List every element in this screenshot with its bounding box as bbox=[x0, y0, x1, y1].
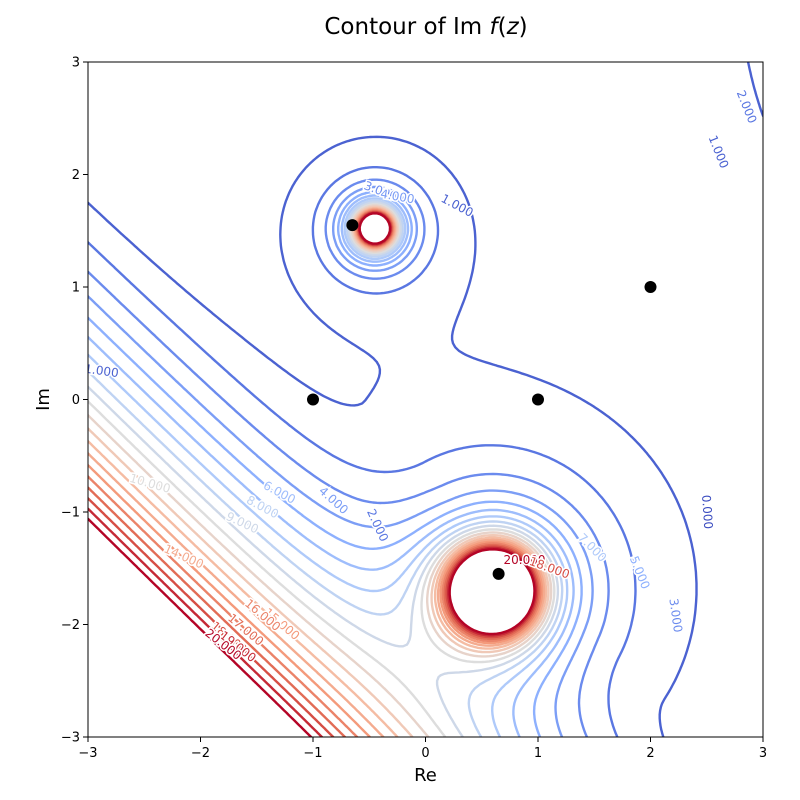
contour-level-7 bbox=[88, 197, 569, 737]
contour-level-4 bbox=[88, 185, 594, 737]
contour-level-3 bbox=[88, 178, 610, 737]
contour-level-20 bbox=[88, 212, 536, 737]
critical-points bbox=[307, 219, 657, 580]
contour-label: 0.000 bbox=[699, 494, 715, 529]
contour-label: 3.000 bbox=[666, 597, 685, 633]
contour-label: 1.000 bbox=[439, 191, 476, 219]
y-tick-label: 2 bbox=[72, 168, 80, 183]
y-axis-label: Im bbox=[33, 388, 54, 411]
x-tick-label: 1 bbox=[534, 746, 542, 761]
contour-label: 1.000 bbox=[84, 362, 120, 381]
y-tick-label: 3 bbox=[72, 56, 80, 71]
chart-title: Contour of Im f(z) bbox=[324, 14, 527, 40]
contour-level-8 bbox=[88, 199, 564, 737]
contour-level-13 bbox=[88, 206, 548, 737]
critical-point bbox=[492, 567, 505, 580]
contour-label: 1.000 bbox=[706, 133, 732, 170]
y-axis-ticks: −3 −2 −1 0 1 2 3 bbox=[61, 56, 88, 746]
contour-label: 5.000 bbox=[627, 554, 653, 591]
y-tick-label: −3 bbox=[61, 731, 80, 746]
contour-level-10 bbox=[88, 203, 556, 737]
x-tick-label: 2 bbox=[646, 746, 654, 761]
critical-point bbox=[532, 393, 544, 406]
critical-point bbox=[307, 393, 319, 406]
contour-level-5 bbox=[88, 190, 583, 737]
plot-frame bbox=[87, 61, 764, 738]
x-axis-ticks: −3 −2 −1 0 1 2 3 bbox=[78, 737, 767, 761]
x-tick-label: 3 bbox=[759, 746, 767, 761]
x-tick-label: 0 bbox=[421, 746, 429, 761]
critical-point bbox=[644, 281, 657, 293]
contour-level-9 bbox=[88, 201, 560, 737]
contour-level-1 bbox=[88, 62, 763, 737]
plot-area: 1.0002.0001.0000.0001.0002.0004.0006.000… bbox=[84, 62, 763, 737]
x-tick-label: −1 bbox=[303, 746, 322, 761]
y-tick-label: −1 bbox=[61, 506, 80, 521]
contour-label: 20.000 bbox=[504, 553, 546, 567]
contour-level-16 bbox=[88, 209, 542, 737]
x-tick-label: −3 bbox=[78, 746, 97, 761]
critical-point bbox=[346, 219, 359, 232]
contour-level-6 bbox=[88, 194, 575, 737]
contour-level-2 bbox=[88, 166, 637, 737]
contour-level-11 bbox=[88, 204, 553, 737]
y-tick-label: −2 bbox=[61, 618, 80, 633]
contour-lines bbox=[88, 62, 763, 737]
contour-label: 4.000 bbox=[379, 187, 415, 207]
y-tick-label: 0 bbox=[72, 393, 80, 408]
x-axis-label: Re bbox=[414, 765, 437, 786]
x-tick-label: −2 bbox=[191, 746, 210, 761]
y-tick-label: 1 bbox=[72, 281, 80, 296]
contour-label: 7.000 bbox=[575, 531, 609, 565]
